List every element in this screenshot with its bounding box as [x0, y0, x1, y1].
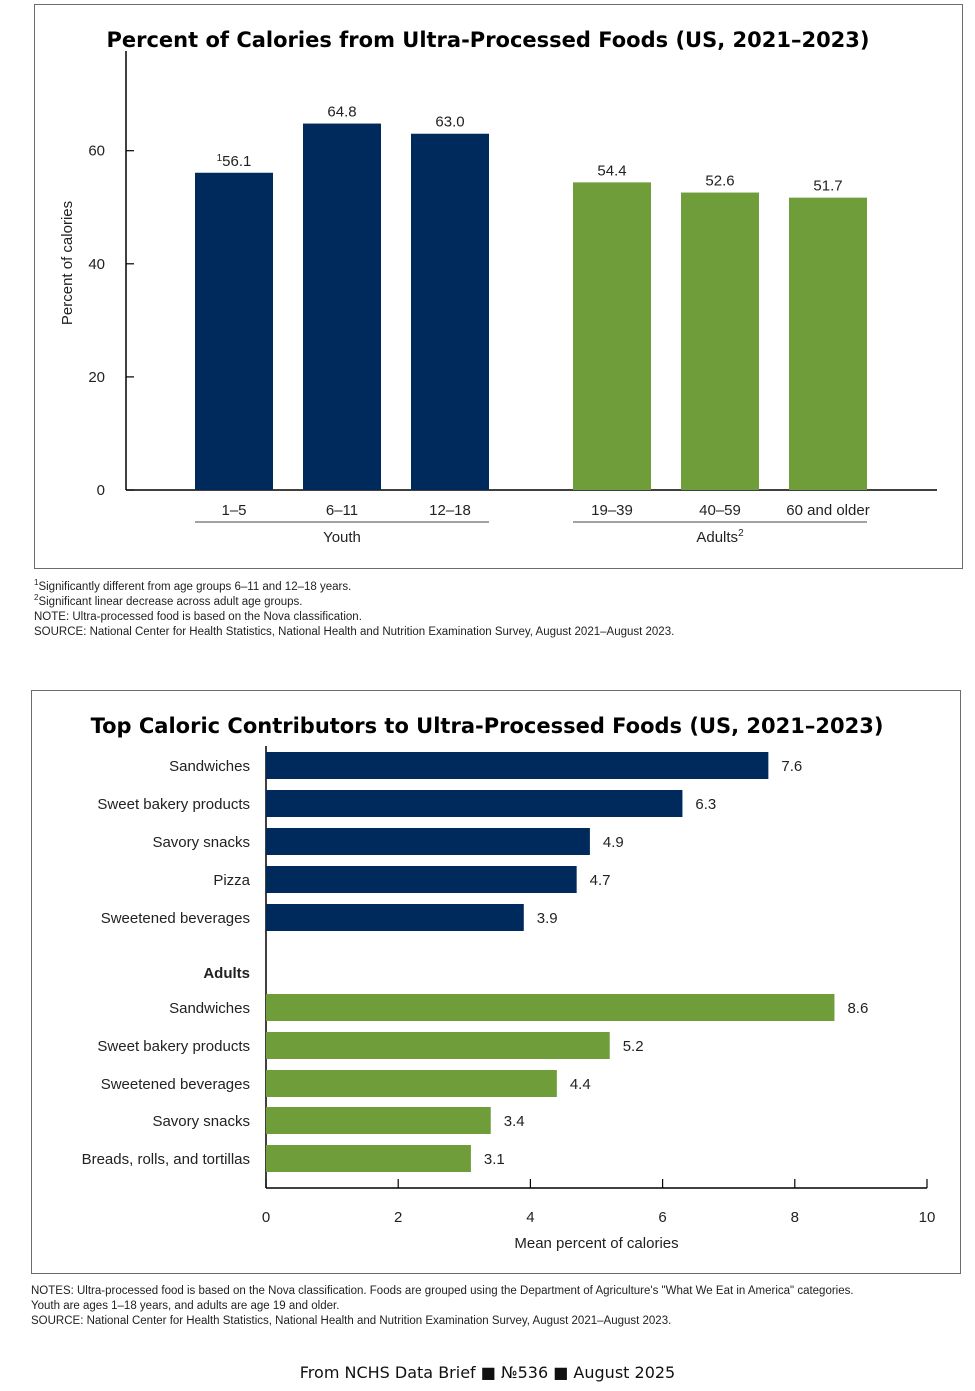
x-category-label: 1–5 [221, 502, 246, 519]
hbar-value-label: 3.9 [537, 910, 558, 927]
hbar-adults-4 [266, 1145, 471, 1172]
x-tick-label: 10 [919, 1209, 936, 1226]
bar-youth-2 [411, 133, 489, 491]
hbar-value-label: 3.1 [484, 1151, 505, 1168]
group-label-youth: Youth [323, 529, 361, 546]
group-heading-adults: Adults [203, 965, 250, 982]
x-category-label: 19–39 [591, 502, 633, 519]
hbar-value-label: 6.3 [695, 796, 716, 813]
category-label: Pizza [213, 872, 250, 889]
hbar-adults-2 [266, 1070, 557, 1097]
footnote-2: 2Significant linear decrease across adul… [34, 593, 964, 610]
hbar-value-label: 7.6 [781, 758, 802, 775]
bar-adults-0 [573, 182, 651, 491]
bar-youth-1 [303, 123, 381, 490]
x-tick-label: 0 [262, 1209, 270, 1226]
hbar-value-label: 3.4 [504, 1113, 525, 1130]
x-tick-label: 8 [791, 1209, 799, 1226]
hbar-value-label: 4.4 [570, 1076, 591, 1093]
note-text: NOTE: Ultra-processed food is based on t… [34, 611, 362, 623]
category-label: Sweetened beverages [101, 1076, 250, 1093]
bar-value-label: 63.0 [435, 114, 464, 131]
bar-value-label: 156.1 [217, 153, 252, 170]
chart2-notes: NOTES: Ultra-processed food is based on … [31, 1284, 966, 1329]
category-label: Savory snacks [152, 834, 250, 851]
age-group-chart-panel: Percent of Calories from Ultra-Processed… [34, 4, 963, 569]
footnote-1-marker: 1 [34, 578, 39, 588]
hbar-value-label: 5.2 [623, 1038, 644, 1055]
y-tick-label: 40 [88, 256, 105, 273]
age-group-bar-chart: Percent of Calories from Ultra-Processed… [59, 28, 937, 546]
x-tick-label: 6 [658, 1209, 666, 1226]
value-number: 56.1 [222, 153, 251, 170]
category-label: Sandwiches [169, 1000, 250, 1017]
footnote-2-text: Significant linear decrease across adult… [38, 596, 303, 608]
page-footer: From NCHS Data Brief ■ №536 ■ August 202… [299, 1363, 676, 1382]
x-category-label: 6–11 [326, 502, 358, 519]
hbar-youth-4 [266, 904, 524, 931]
category-label: Breads, rolls, and tortillas [82, 1151, 250, 1168]
hbar-youth-3 [266, 866, 577, 893]
group-label-adults: Adults2 [696, 528, 744, 546]
value-superscript: 1 [217, 153, 223, 164]
hbar-adults-3 [266, 1107, 491, 1134]
hbar-value-label: 4.9 [603, 834, 624, 851]
chart1-title: Percent of Calories from Ultra-Processed… [106, 28, 869, 52]
category-label: Savory snacks [152, 1113, 250, 1130]
hbar-value-label: 4.7 [590, 872, 611, 889]
bar-adults-1 [681, 192, 759, 490]
category-label: Sweet bakery products [97, 1038, 250, 1055]
x-category-label: 40–59 [699, 502, 741, 519]
bar-value-label: 54.4 [597, 162, 626, 179]
category-label: Sandwiches [169, 758, 250, 775]
source-text-2: SOURCE: National Center for Health Stati… [31, 1315, 672, 1327]
y-tick-label: 20 [88, 369, 105, 386]
category-label: Sweet bakery products [97, 796, 250, 813]
bar-value-label: 64.8 [327, 104, 356, 121]
contributors-chart-panel: Top Caloric Contributors to Ultra-Proces… [31, 690, 961, 1274]
x-tick-label: 4 [526, 1209, 534, 1226]
hbar-youth-1 [266, 790, 683, 817]
footnote-1: 1Significantly different from age groups… [34, 578, 964, 595]
group-superscript: 2 [738, 528, 744, 539]
footnote-1-text: Significantly different from age groups … [38, 581, 352, 593]
category-label: Sweetened beverages [101, 910, 250, 927]
hbar-youth-0 [266, 752, 769, 779]
chart2-title: Top Caloric Contributors to Ultra-Proces… [91, 714, 884, 738]
hbar-youth-2 [266, 828, 590, 855]
y-tick-label: 60 [88, 143, 105, 160]
footnote-2-marker: 2 [34, 593, 39, 603]
y-tick-label: 0 [97, 482, 105, 499]
age-definition-text: Youth are ages 1–18 years, and adults ar… [31, 1300, 340, 1312]
bar-youth-0 [195, 172, 273, 490]
chart1-notes: 1Significantly different from age groups… [34, 578, 964, 640]
bar-value-label: 52.6 [705, 173, 734, 190]
bar-adults-2 [789, 197, 867, 490]
hbar-adults-0 [266, 994, 835, 1021]
contributors-bar-chart: Top Caloric Contributors to Ultra-Proces… [82, 714, 936, 1252]
x-axis-label-2: Mean percent of calories [514, 1235, 678, 1252]
y-axis-label: Percent of calories [59, 201, 76, 325]
hbar-adults-1 [266, 1032, 610, 1059]
source-text: SOURCE: National Center for Health Stati… [34, 626, 675, 638]
x-category-label: 12–18 [429, 502, 471, 519]
notes-text: NOTES: Ultra-processed food is based on … [31, 1285, 854, 1297]
hbar-value-label: 8.6 [847, 1000, 868, 1017]
bar-value-label: 51.7 [813, 178, 842, 195]
x-category-label: 60 and older [786, 502, 869, 519]
x-tick-label: 2 [394, 1209, 402, 1226]
